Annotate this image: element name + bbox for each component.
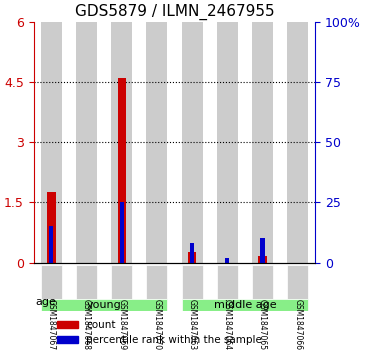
- FancyBboxPatch shape: [217, 265, 238, 299]
- FancyBboxPatch shape: [111, 265, 132, 299]
- Bar: [118, 78, 126, 262]
- Text: middle age: middle age: [214, 299, 276, 310]
- FancyBboxPatch shape: [146, 265, 168, 299]
- Text: GSM1847065: GSM1847065: [258, 299, 267, 350]
- Text: GSM1847068: GSM1847068: [82, 299, 91, 350]
- FancyBboxPatch shape: [41, 265, 62, 299]
- FancyBboxPatch shape: [181, 299, 308, 311]
- Bar: [146, 22, 168, 262]
- FancyBboxPatch shape: [41, 299, 168, 311]
- Text: GSM1847063: GSM1847063: [188, 299, 197, 350]
- Bar: [287, 22, 308, 262]
- Bar: [217, 22, 238, 262]
- Bar: [225, 258, 229, 262]
- Bar: [181, 22, 203, 262]
- Text: GSM1847070: GSM1847070: [153, 299, 161, 350]
- Text: young: young: [87, 299, 122, 310]
- Text: age: age: [35, 297, 57, 307]
- FancyBboxPatch shape: [181, 265, 203, 299]
- Bar: [190, 243, 194, 262]
- Text: GSM1847067: GSM1847067: [47, 299, 56, 350]
- Bar: [188, 253, 196, 262]
- Bar: [260, 238, 265, 262]
- Bar: [120, 202, 124, 262]
- FancyBboxPatch shape: [76, 265, 97, 299]
- Text: GSM1847069: GSM1847069: [117, 299, 126, 350]
- Legend: count, percentile rank within the sample: count, percentile rank within the sample: [53, 316, 266, 350]
- Bar: [258, 257, 267, 262]
- Text: GSM1847066: GSM1847066: [293, 299, 302, 350]
- Bar: [252, 22, 273, 262]
- Bar: [49, 227, 53, 262]
- Bar: [76, 22, 97, 262]
- Bar: [111, 22, 132, 262]
- Title: GDS5879 / ILMN_2467955: GDS5879 / ILMN_2467955: [75, 4, 274, 20]
- FancyBboxPatch shape: [252, 265, 273, 299]
- FancyBboxPatch shape: [287, 265, 308, 299]
- Bar: [47, 192, 55, 262]
- Text: GSM1847064: GSM1847064: [223, 299, 232, 350]
- Bar: [41, 22, 62, 262]
